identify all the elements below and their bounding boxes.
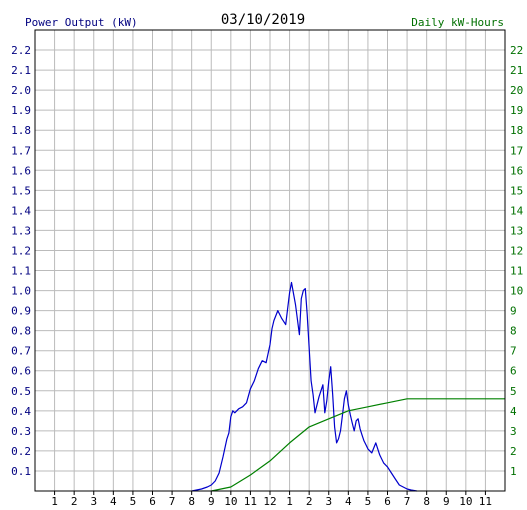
series-lines [191,281,505,492]
x-tick-label: 3 [90,495,97,508]
y-left-tick-label: 0.2 [11,445,31,458]
y-right-tick-label: 12 [510,244,523,257]
y-left-tick-label: 2.2 [11,44,31,57]
y-right-tick-label: 13 [510,224,523,237]
y-left-tick-label: 1.6 [11,164,31,177]
y-left-tick-label: 0.9 [11,305,31,318]
x-tick-label: 8 [423,495,430,508]
x-tick-label: 11 [479,495,492,508]
y-right-tick-label: 17 [510,144,523,157]
y-left-tick-label: 1.9 [11,104,31,117]
x-tick-label: 7 [404,495,411,508]
x-tick-label: 8 [188,495,195,508]
x-tick-label: 6 [384,495,391,508]
y-right-tick-label: 4 [510,405,517,418]
y-left-tick-label: 2.1 [11,64,31,77]
x-tick-label: 1 [286,495,293,508]
x-axis-ticks: 1 2 3 4 5 6 7 8 9 10 11 12 1 2 3 4 5 6 7 8 9 10 11 [51,491,492,508]
y-right-tick-label: 22 [510,44,523,57]
y-left-tick-label: 0.8 [11,325,31,338]
y-left-tick-label: 0.1 [11,465,31,478]
y-right-tick-label: 16 [510,164,523,177]
x-tick-label: 2 [71,495,78,508]
y-left-tick-label: 1.4 [11,204,31,217]
x-tick-label: 10 [224,495,237,508]
y-right-tick-label: 19 [510,104,523,117]
y-left-tick-label: 1.5 [11,184,31,197]
y-right-tick-label: 7 [510,345,517,358]
y-left-tick-label: 0.4 [11,405,31,418]
y-left-axis-label: Power Output (kW) [25,16,138,29]
power-output-line [191,281,418,492]
y-right-tick-label: 10 [510,285,523,298]
x-tick-label: 11 [244,495,257,508]
x-tick-label: 2 [306,495,313,508]
y-left-tick-label: 2.0 [11,84,31,97]
y-left-tick-label: 1.1 [11,265,31,278]
y-left-tick-label: 0.3 [11,425,31,438]
y-left-tick-label: 1.8 [11,124,31,137]
y-right-tick-label: 20 [510,84,523,97]
y-left-tick-label: 0.7 [11,345,31,358]
y-left-tick-label: 1.2 [11,244,31,257]
y-left-tick-label: 1.7 [11,144,31,157]
y-right-axis-label: Daily kW-Hours [411,16,504,29]
x-tick-label: 7 [169,495,176,508]
x-tick-label: 1 [51,495,58,508]
y-right-tick-label: 14 [510,204,524,217]
y-right-tick-label: 15 [510,184,523,197]
chart-title: 03/10/2019 [221,12,305,28]
y-right-tick-label: 21 [510,64,523,77]
x-tick-label: 9 [443,495,450,508]
x-tick-label: 3 [325,495,332,508]
y-right-tick-label: 1 [510,465,517,478]
x-tick-label: 4 [345,495,352,508]
y-right-tick-label: 18 [510,124,523,137]
x-tick-label: 5 [365,495,372,508]
y-right-tick-label: 9 [510,305,517,318]
y-right-tick-label: 6 [510,365,517,378]
grid [35,30,505,491]
daily-energy-line [211,398,505,492]
y-right-tick-label: 2 [510,445,517,458]
y-left-axis-ticks: 0.1 0.2 0.3 0.4 0.5 0.6 0.7 0.8 0.9 1.0 1.1 1.2 1.3 1… [11,44,31,478]
x-tick-label: 10 [459,495,472,508]
y-right-tick-label: 8 [510,325,517,338]
y-right-tick-label: 5 [510,385,517,398]
x-tick-label: 9 [208,495,215,508]
x-tick-label: 12 [263,495,276,508]
y-left-tick-label: 0.6 [11,365,31,378]
y-right-tick-label: 3 [510,425,517,438]
x-tick-label: 4 [110,495,117,508]
x-tick-label: 6 [149,495,156,508]
y-left-tick-label: 1.3 [11,224,31,237]
y-left-tick-label: 0.5 [11,385,31,398]
y-right-tick-label: 11 [510,265,523,278]
x-tick-label: 5 [130,495,137,508]
y-left-tick-label: 1.0 [11,285,31,298]
